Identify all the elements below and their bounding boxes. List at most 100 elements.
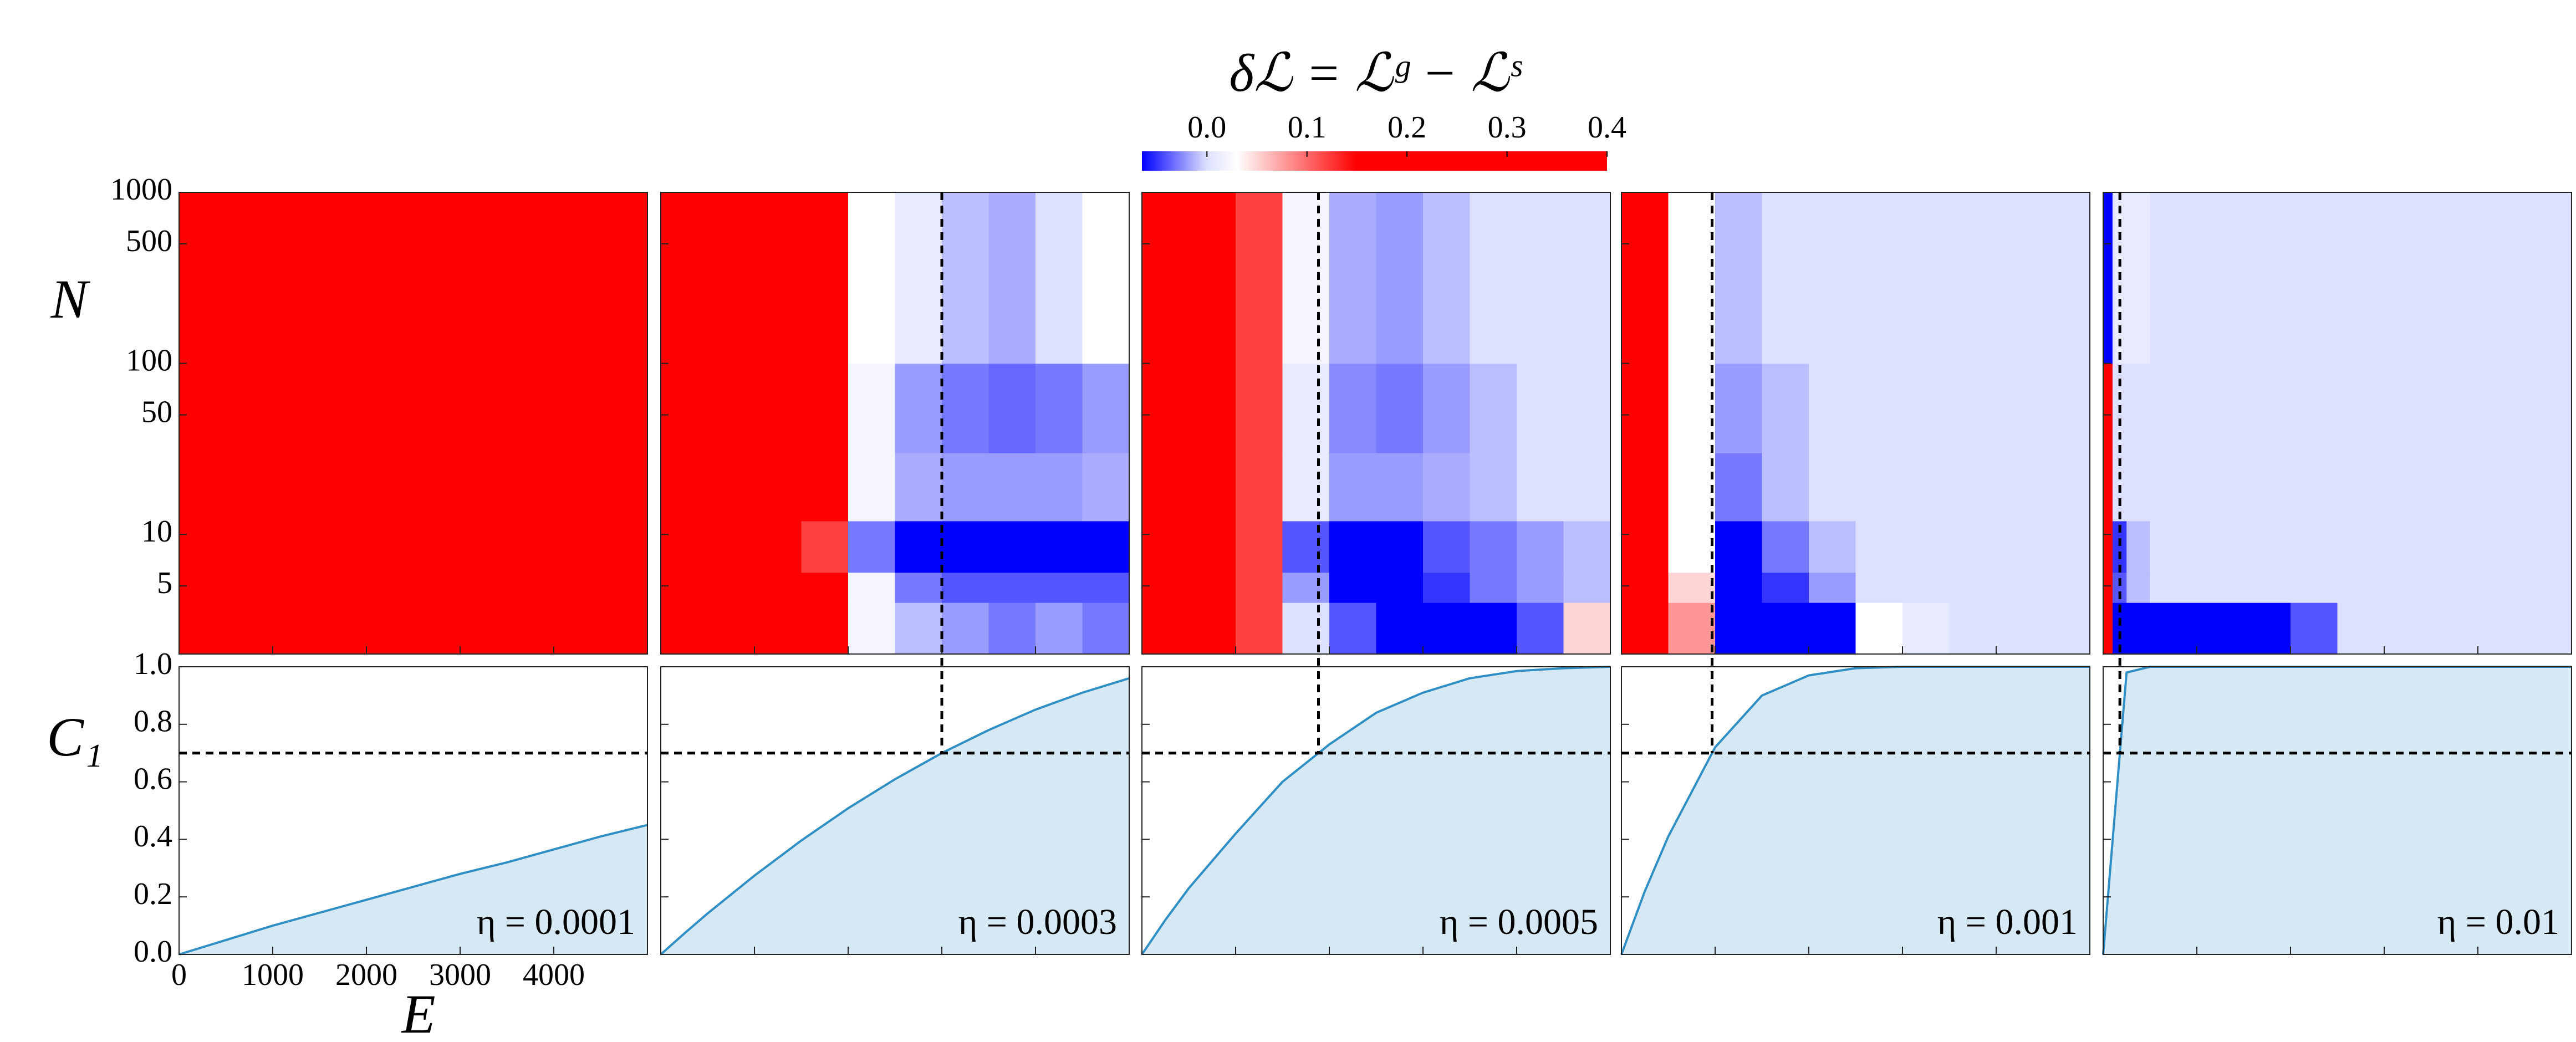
heatmap-cell [1282,520,1330,573]
heatmap-cell [1563,453,1611,522]
heatmap-cell [507,363,554,453]
heatmap-cell [1949,192,1997,364]
heatmap-cell [1645,363,1669,453]
heatmap-cell [1423,602,1471,655]
heatmap-frame [178,192,648,655]
heatmap-cell [2126,572,2151,603]
heatmap-cell [895,192,942,364]
heatmap-cell [1329,192,1377,364]
heatmap-cell [661,572,671,603]
heatmap-cell [1423,363,1471,453]
heatmap-cell [2384,453,2432,522]
panel-annotation: η = 0.001 [1937,902,2078,942]
heatmap-cell [202,602,227,655]
y-tick-label: 500 [126,224,172,258]
heatmap-cell [2126,363,2151,453]
colorbar-label: δℒ = ℒᵍ − ℒˢ [1229,43,1522,103]
heatmap-cell [848,602,896,655]
x-tick-label: 4000 [523,958,585,992]
heatmap-cell [2291,453,2338,522]
heatmap-cell [1423,572,1471,603]
heatmap-cell [273,572,320,603]
heatmap-cell [507,572,554,603]
heatmap-cell [1151,520,1166,573]
heatmap-cell [1517,520,1564,573]
heatmap-cell [661,453,671,522]
colorbar-tick-label: 0.1 [1288,110,1327,145]
heatmap-cell [1762,572,1809,603]
panel-annotation: η = 0.0005 [1440,902,1598,942]
y-tick-label: 1000 [110,172,172,207]
heatmap-cell [895,602,942,655]
heatmap-cell [1668,363,1716,453]
heatmap-cell [1470,572,1517,603]
heatmap-cell [707,453,755,522]
heatmap-cell [1188,453,1236,522]
heatmap-cell [1563,192,1611,364]
heatmap-cell [848,453,896,522]
heatmap-cell [1329,602,1377,655]
heatmap-cell [1142,520,1152,573]
panel-annotation: η = 0.0001 [477,902,635,942]
c1-axis-label: C₁ [47,706,103,768]
heatmap-cell [1035,602,1083,655]
heatmap-cell [1902,363,1950,453]
heatmap-cell [507,453,554,522]
heatmap-cell [2150,572,2197,603]
heatmap-cell [1902,520,1950,573]
heatmap-cell [1621,453,1631,522]
heatmap-cell [460,572,508,603]
heatmap-cell [366,602,414,655]
heatmap-cell [2043,572,2090,603]
heatmap-cell [1645,602,1669,655]
heatmap-cell [1282,363,1330,453]
heatmap-cell [2478,520,2526,573]
heatmap-cell [1645,453,1669,522]
heatmap-cell [988,453,1036,522]
heatmap-cell [1855,520,1903,573]
heatmap-cell [2431,572,2478,603]
y-tick-label: 10 [141,514,172,549]
heatmap-cell [2478,453,2526,522]
heatmap-cell [1423,453,1471,522]
heatmap-cell [1762,363,1809,453]
heatmap-cell [188,192,203,364]
heatmap-cell [2243,363,2291,453]
heatmap-cell [273,192,320,364]
heatmap-cell [684,602,708,655]
x-tick-label: 0 [171,958,187,992]
heatmap-cell [1470,453,1517,522]
heatmap-cell [1236,363,1283,453]
heatmap-cell [661,602,671,655]
heatmap-cell [1082,520,1130,573]
c1-frame [1141,666,1611,955]
c1-tick-label: 0.8 [134,704,172,739]
heatmap-cell [670,572,685,603]
heatmap-cell [848,520,896,573]
heatmap-cell [1809,192,1856,364]
heatmap-cell [226,363,273,453]
heatmap-cell [1035,453,1083,522]
heatmap-cell [2043,602,2090,655]
heatmap-cell [1855,453,1903,522]
heatmap-cell [554,192,601,364]
heatmap-cell [2384,520,2432,573]
heatmap-cell [413,192,461,364]
heatmap-frame [1621,192,2090,655]
heatmap-cell [1949,520,1997,573]
heatmap-cell [848,363,896,453]
heatmap-cell [2384,192,2432,364]
heatmap-cell [1645,572,1669,603]
heatmap-cell [202,453,227,522]
heatmap-cell [1809,572,1856,603]
heatmap-cell [1376,192,1424,364]
y-tick-label: 5 [157,566,172,600]
heatmap-cell [1082,363,1130,453]
heatmap-cell [661,192,671,364]
heatmap-cell [460,192,508,364]
heatmap-cell [1855,572,1903,603]
c1-frame [178,666,648,955]
heatmap-cell [2103,520,2113,573]
heatmap-cell [1762,453,1809,522]
heatmap-cell [226,520,273,573]
